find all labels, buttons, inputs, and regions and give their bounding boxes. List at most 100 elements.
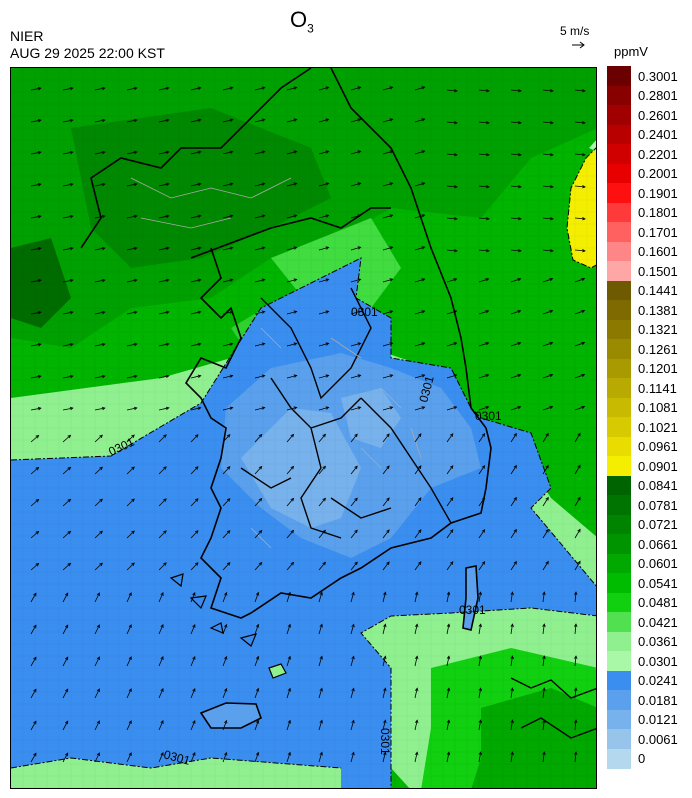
wind-vector [350,118,361,123]
wind-vector-head [581,277,586,282]
wind-vector [222,562,231,571]
wind-vector-head [128,752,132,756]
wind-vector [254,407,265,411]
wind-vector [414,118,425,123]
wind-vector-head [101,86,106,91]
wind-vector [382,406,393,411]
wind-vector-head [33,720,37,725]
wind-vector-head [194,466,199,470]
wind-vector [286,215,297,219]
wind-vector [222,624,227,635]
wind-vector [510,433,517,443]
wind-vector-head [197,374,202,379]
wind-vector [158,720,164,731]
wind-vector [62,247,73,251]
wind-vector-head [545,464,549,469]
wind-vector [286,656,291,667]
legend-label: 0.1901 [638,185,678,201]
wind-vector [30,753,37,763]
wind-vector-head [165,86,170,91]
wind-vector-head [224,623,228,628]
legend-swatch [607,534,631,554]
wind-vector [446,153,458,156]
legend-label: 0.0481 [638,595,678,611]
wind-vector-head [133,182,138,187]
wind-vector [158,562,167,571]
wind-vector-head [131,562,135,567]
wind-vector-head [510,751,514,756]
wind-vector [254,656,259,667]
wind-vector [414,465,422,475]
wind-vector-head [545,528,549,533]
wind-vector-head [383,655,387,660]
wind-vector-head [287,751,291,756]
wind-vector-head [255,687,260,692]
wind-vector-head [421,150,426,154]
wind-vector-head [133,86,138,91]
islands-southwest [169,573,258,647]
wind-vector-head [453,406,458,410]
wind-vector [574,249,586,252]
wind-vector-head [99,530,103,535]
wind-vector-head [101,182,106,187]
legend-label: 0.2401 [638,127,678,143]
wind-vector-head [418,497,422,501]
wind-vector-head [293,182,298,186]
wind-vector [446,217,458,220]
wind-vector-head [549,277,554,282]
wind-vector [126,247,137,251]
wind-vector [542,406,553,411]
wind-vector [414,214,425,219]
wind-vector [478,278,489,283]
wind-vector [478,688,482,699]
wind-vector [222,215,233,219]
wind-vector-head [255,751,260,756]
wind-vector [94,407,105,411]
wind-vector [222,87,233,91]
wind-vector-head [351,623,355,628]
wind-vector [542,465,549,475]
wind-vector-head [418,561,422,565]
wind-vector-head [290,529,295,534]
wind-vector-head [357,406,362,410]
wind-vector-head [99,434,103,439]
wind-vector [62,215,73,219]
wind-vector [478,624,482,635]
color-legend: 0.3001 0.2801 0.2601 0.2401 0.2201 0.2001 0.19… [607,66,678,769]
wind-vector [126,466,135,475]
wind-vector [350,752,355,763]
wind-vector-head [581,309,586,314]
wind-vector [478,752,482,763]
wind-vector-head [577,464,581,469]
legend-swatch [607,163,631,184]
wind-vector-head [287,623,291,628]
wind-vector-head [421,182,426,186]
wind-vector-head [574,751,578,756]
wind-vector-head [582,184,586,189]
wind-vector-head [255,719,260,724]
wind-vector-head [389,182,394,186]
wind-vector [158,434,167,443]
wind-vector [158,119,169,123]
wind-vector-head [478,719,482,724]
wind-vector-head [446,623,451,628]
wind-vector-head [261,406,266,410]
wind-vector [318,562,326,571]
wind-vector [126,434,135,443]
wind-vector [318,119,329,123]
wind-vector-head [421,86,426,90]
wind-vector [222,311,233,315]
wind-vector-head [290,465,295,470]
wind-vector-head [549,341,554,346]
wind-vector-head [160,751,164,756]
wind-vector [94,375,105,379]
wind-vector [382,118,393,123]
wind-vector-head [389,278,394,282]
contour-0301 [11,257,596,788]
wind-vector-head [35,530,40,535]
wind-vector-head [414,751,419,756]
wind-vector [126,752,132,763]
legend-swatch [607,339,631,359]
legend-label: 0.0841 [638,478,678,494]
wind-vector-head [258,529,263,534]
